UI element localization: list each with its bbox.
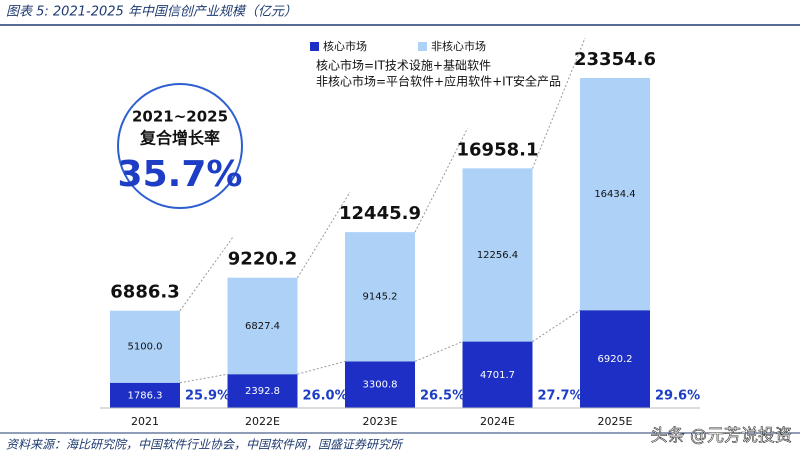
trend-line bbox=[532, 309, 581, 342]
total-label: 12445.9 bbox=[339, 203, 421, 224]
cagr-period: 2021~2025 bbox=[132, 108, 228, 126]
trend-line bbox=[414, 128, 468, 233]
title: 图表 5: 2021-2025 年中国信创产业规模（亿元） bbox=[6, 4, 297, 20]
value-label: 3300.8 bbox=[363, 380, 398, 391]
total-label: 6886.3 bbox=[110, 282, 179, 303]
x-tick-label: 2022E bbox=[245, 415, 280, 428]
value-label: 5100.0 bbox=[128, 342, 163, 353]
value-label: 6827.4 bbox=[245, 321, 280, 332]
core-share-label: 29.6% bbox=[655, 389, 700, 404]
cagr-circle bbox=[117, 83, 243, 209]
bar-segment bbox=[227, 374, 298, 408]
cagr-value: 35.7% bbox=[118, 154, 243, 195]
plot: 核心市场 非核心市场 1786.3 5100.0 6886.3 2021 25.9% 2392… bbox=[100, 37, 700, 428]
x-tick-label: 2021 bbox=[131, 415, 159, 428]
x-tick-label: 2024E bbox=[480, 415, 515, 428]
value-label: 2392.8 bbox=[245, 386, 280, 397]
trend-line bbox=[414, 341, 463, 362]
total-label: 16958.1 bbox=[457, 139, 539, 160]
annotation: 核心市场=IT技术设施+基础软件 bbox=[316, 58, 491, 73]
value-label: 1786.3 bbox=[128, 390, 163, 401]
core-share-label: 27.7% bbox=[538, 389, 583, 404]
source: 资料来源：海比研究院，中国软件行业协会，中国软件网，国盛证券研究所 bbox=[6, 438, 404, 452]
legend-label: 非核心市场 bbox=[431, 39, 486, 53]
bar-segment bbox=[345, 232, 415, 362]
bar-segment bbox=[462, 168, 533, 342]
total-label: 23354.6 bbox=[574, 49, 656, 70]
annotation: 非核心市场=平台软件+应用软件+IT安全产品 bbox=[316, 74, 561, 89]
bar-segment bbox=[110, 310, 180, 383]
bar-segment bbox=[227, 277, 298, 375]
trend-line bbox=[179, 237, 233, 311]
trend-line bbox=[297, 360, 346, 375]
bar-segment bbox=[462, 341, 533, 408]
trend-line bbox=[179, 373, 228, 384]
x-tick-label: 2023E bbox=[363, 415, 398, 428]
value-label: 6920.2 bbox=[598, 354, 633, 365]
legend-swatch bbox=[310, 42, 319, 51]
value-label: 9145.2 bbox=[363, 292, 398, 303]
legend-swatch bbox=[418, 42, 427, 51]
total-label: 9220.2 bbox=[228, 249, 297, 270]
core-share-label: 25.9% bbox=[185, 389, 230, 404]
core-share-label: 26.0% bbox=[303, 389, 348, 404]
watermark: 头条 @元芳说投资 bbox=[651, 426, 792, 446]
bar-segment bbox=[110, 382, 180, 408]
bar-segment bbox=[580, 310, 650, 408]
trend-line bbox=[297, 191, 351, 278]
trend-line bbox=[532, 37, 586, 169]
value-label: 4701.7 bbox=[480, 370, 515, 381]
bar-segment bbox=[345, 361, 415, 408]
bar-segment bbox=[580, 78, 650, 311]
value-label: 16434.4 bbox=[594, 189, 635, 200]
core-share-label: 26.5% bbox=[420, 389, 465, 404]
value-label: 12256.4 bbox=[477, 250, 518, 261]
cagr-label: 复合增长率 bbox=[139, 129, 220, 148]
legend-label: 核心市场 bbox=[323, 39, 367, 53]
x-tick-label: 2025E bbox=[598, 415, 633, 428]
